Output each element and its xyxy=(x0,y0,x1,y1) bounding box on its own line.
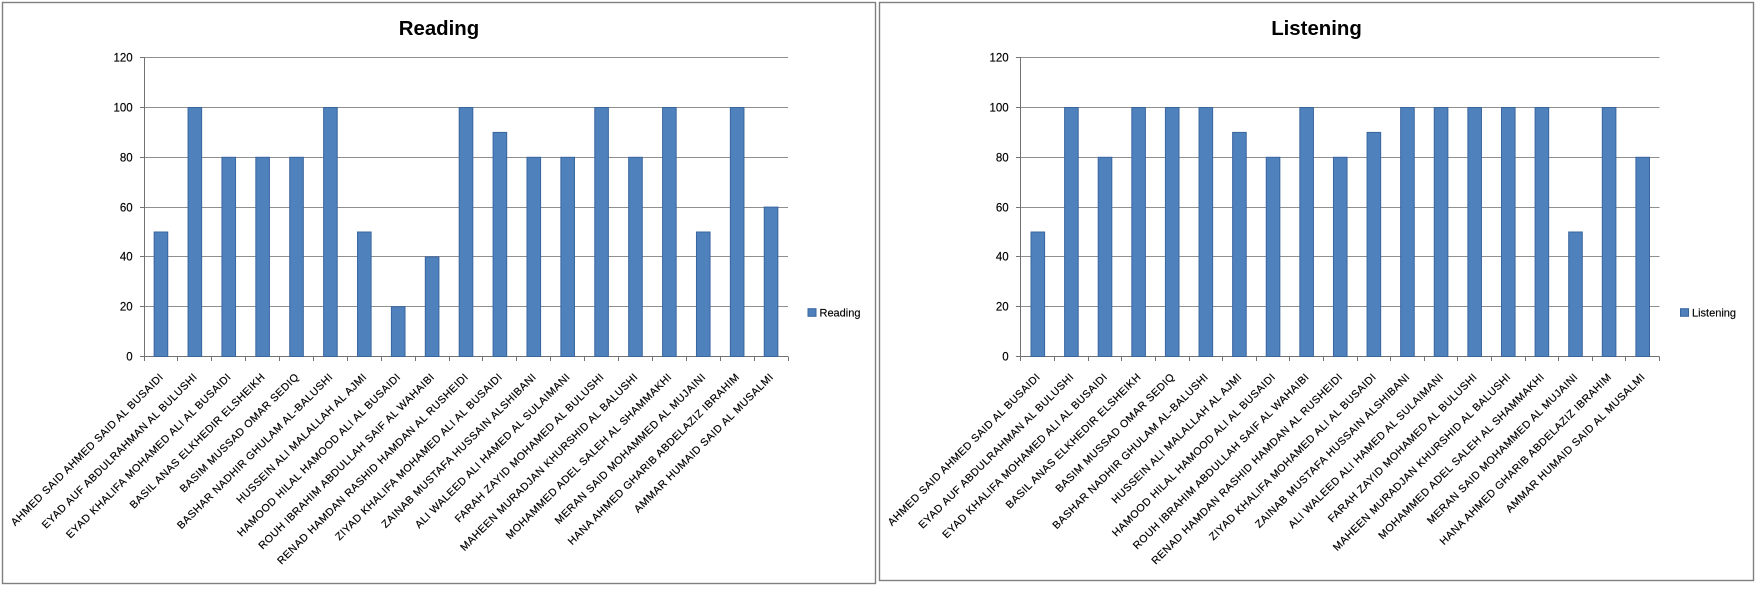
svg-text:Listening: Listening xyxy=(1271,18,1362,40)
svg-text:100: 100 xyxy=(114,103,133,115)
svg-text:Listening: Listening xyxy=(1692,308,1736,320)
svg-text:20: 20 xyxy=(120,302,133,314)
svg-text:80: 80 xyxy=(996,153,1009,165)
svg-text:40: 40 xyxy=(996,252,1009,264)
svg-text:60: 60 xyxy=(120,203,133,215)
svg-text:80: 80 xyxy=(120,153,133,165)
svg-text:60: 60 xyxy=(996,203,1009,215)
svg-text:0: 0 xyxy=(126,352,132,364)
svg-text:Reading: Reading xyxy=(820,308,861,320)
svg-text:Reading: Reading xyxy=(399,18,479,40)
svg-text:0: 0 xyxy=(1002,352,1008,364)
svg-text:20: 20 xyxy=(996,302,1009,314)
svg-text:100: 100 xyxy=(990,103,1009,115)
svg-text:120: 120 xyxy=(990,53,1009,65)
svg-text:120: 120 xyxy=(114,53,133,65)
svg-text:40: 40 xyxy=(120,252,133,264)
